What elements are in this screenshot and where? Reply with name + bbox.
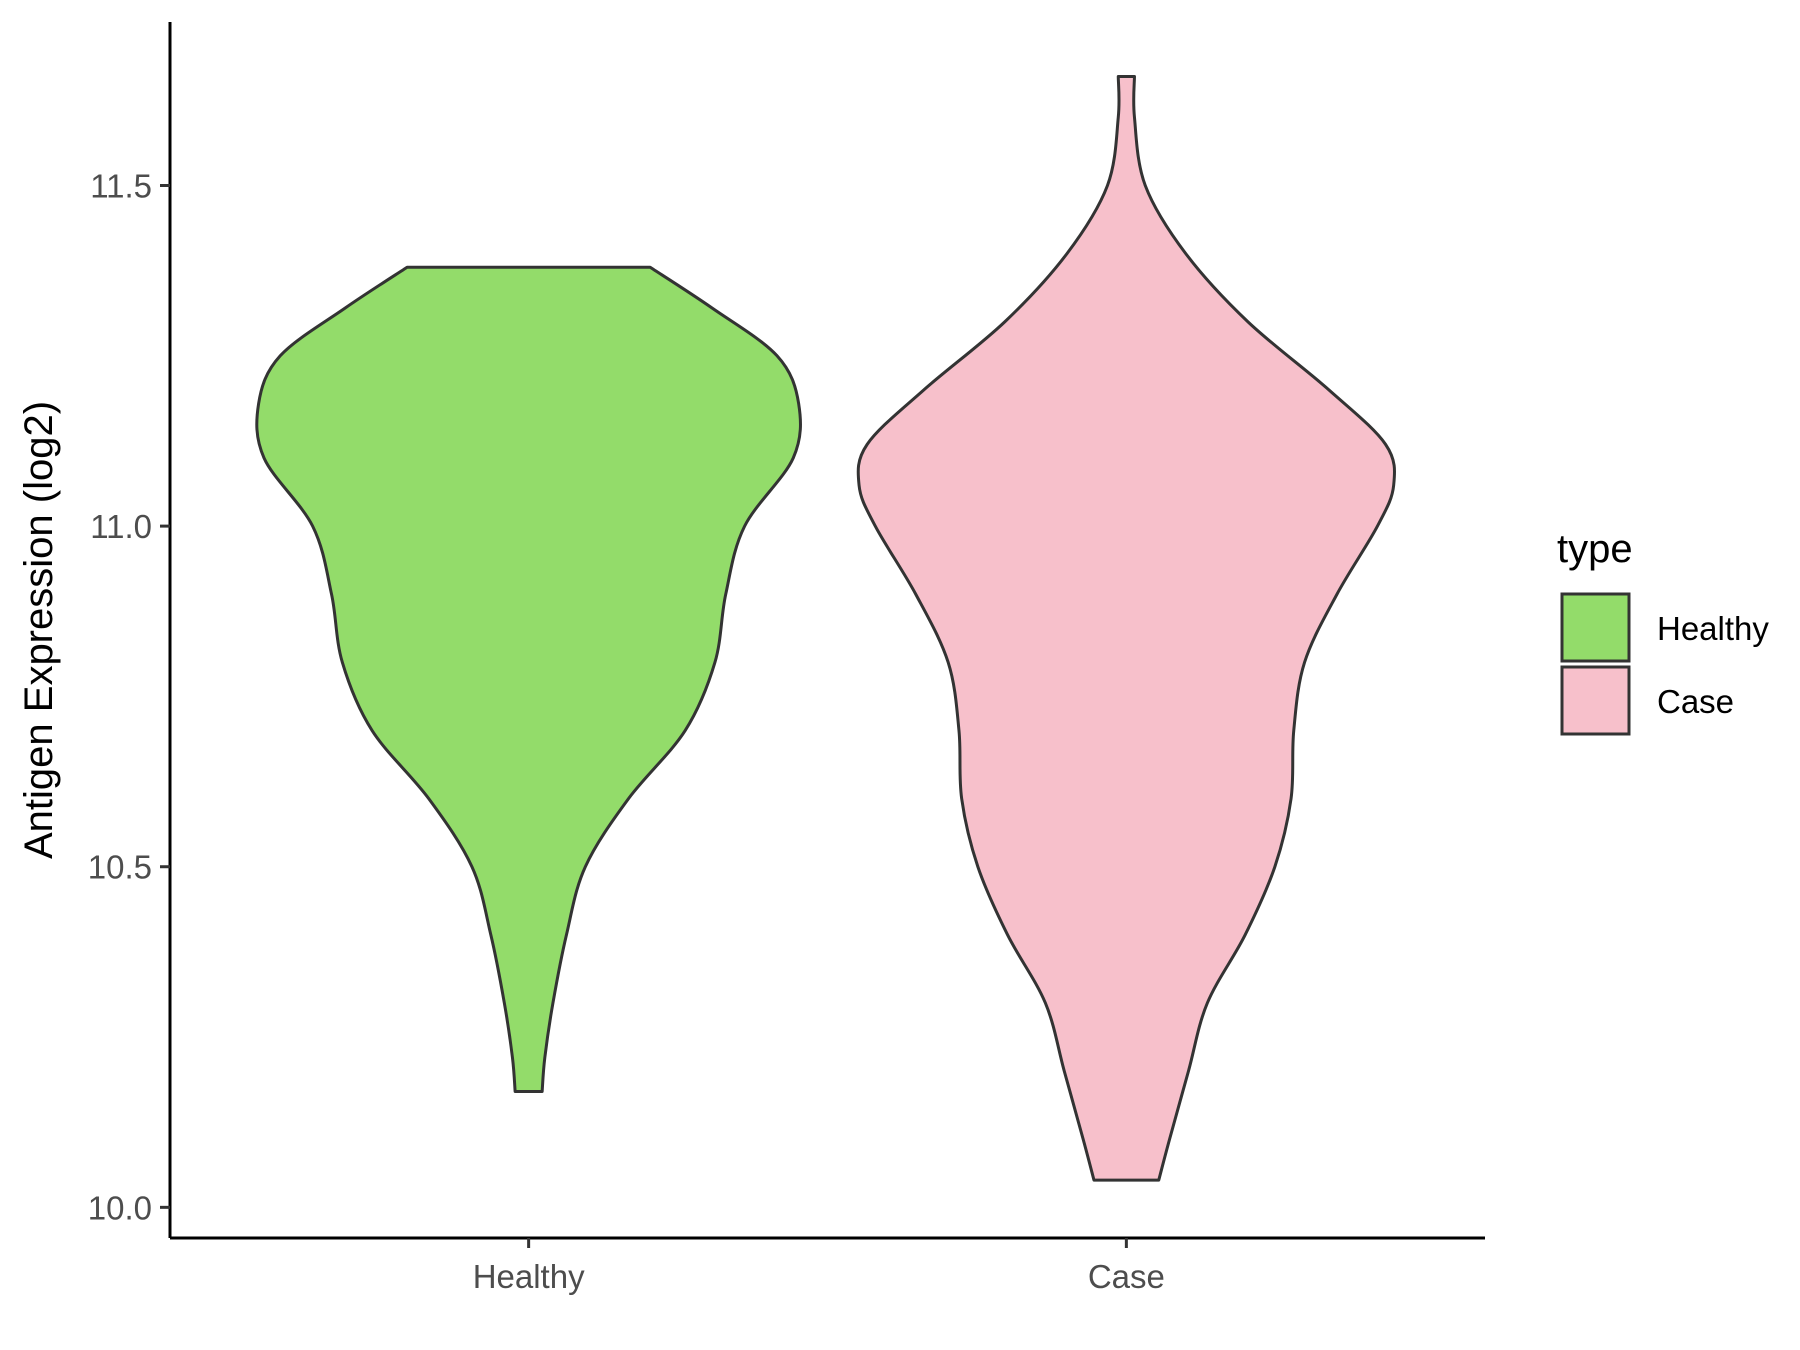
violin-case	[856, 74, 1397, 1182]
legend-label: Healthy	[1657, 610, 1769, 647]
y-tick-label: 11.0	[90, 508, 152, 545]
violin-healthy	[255, 265, 802, 1094]
legend-title: type	[1557, 527, 1633, 571]
x-tick-label: Case	[1088, 1258, 1165, 1295]
x-ticks: Healthy Case	[473, 1238, 1165, 1295]
legend-swatch	[1560, 665, 1631, 736]
y-axis-title: Antigen Expression (log2)	[17, 401, 61, 859]
y-tick-label: 10.0	[88, 1189, 152, 1226]
x-tick-label: Healthy	[473, 1258, 585, 1295]
legend-label: Case	[1657, 683, 1734, 720]
legend: type Healthy Case	[1557, 527, 1769, 736]
y-ticks: 10.0 10.5 11.0 11.5	[88, 167, 170, 1226]
y-tick-label: 11.5	[90, 167, 152, 204]
legend-swatch	[1560, 592, 1631, 663]
y-tick-label: 10.5	[88, 849, 152, 886]
violin-layer	[255, 74, 1397, 1182]
